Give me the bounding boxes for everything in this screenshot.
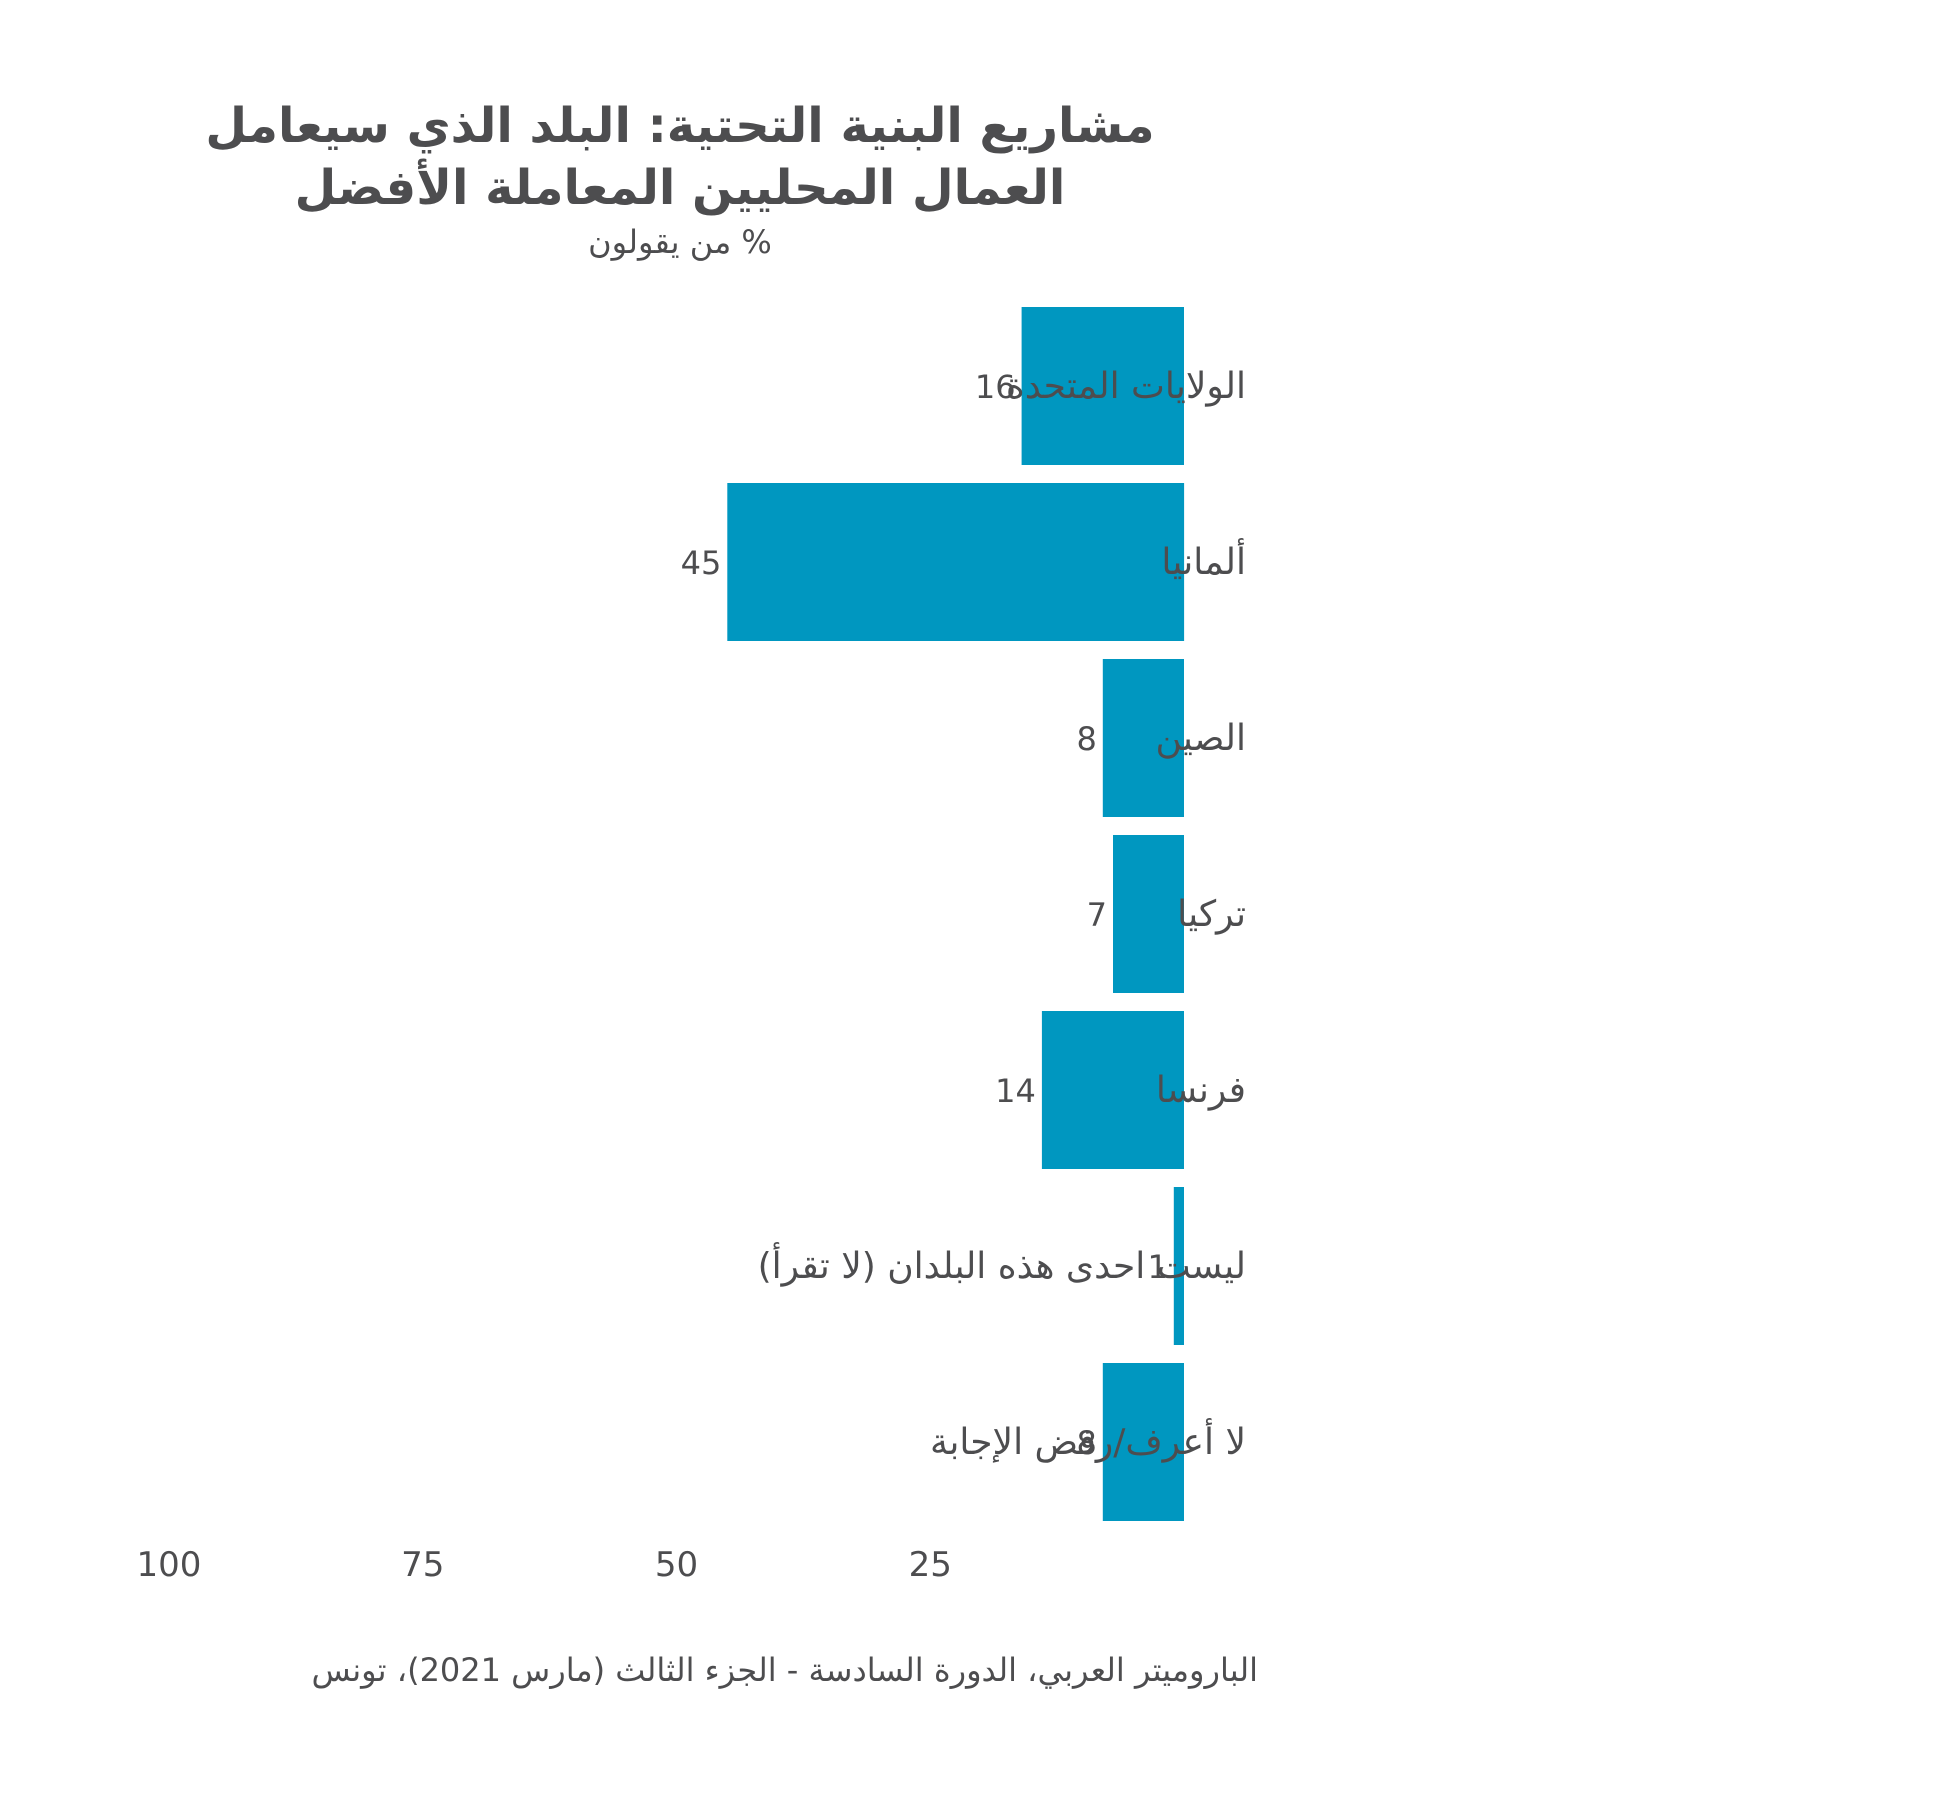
bars-group (727, 307, 1185, 1521)
category-label-row-6: ليست احدى هذه البلدان (لا تقرأ) (758, 1242, 1246, 1287)
category-label-row-5: فرنسا (1156, 1070, 1246, 1111)
category-label-row-7: لا أعرف/رفض الإجابة (930, 1418, 1246, 1463)
x-tick-75: 75 (401, 1545, 444, 1585)
bar-row-5 (1041, 1011, 1184, 1169)
value-labels-group: 16 45 8 7 14 1 8 (681, 368, 1168, 1462)
x-tick-100: 100 (137, 1545, 202, 1585)
bar-row-2 (727, 483, 1185, 641)
category-label-row-4: تركيا (1177, 894, 1246, 935)
x-axis-tick-labels: 100 75 50 25 (137, 1545, 952, 1585)
value-label-row-2: 45 (681, 544, 722, 582)
value-label-row-6: 1 (1147, 1248, 1167, 1286)
value-label-row-7: 8 (1076, 1424, 1096, 1462)
source-note: الباروميتر العربي، الدورة السادسة - الجز… (311, 1651, 1258, 1689)
bar-row-1 (1021, 307, 1184, 465)
x-tick-25: 25 (909, 1545, 952, 1585)
value-label-row-5: 14 (995, 1072, 1036, 1110)
value-label-row-3: 8 (1076, 720, 1096, 758)
bar-row-4 (1113, 835, 1184, 993)
category-label-row-2: ألمانيا (1161, 538, 1246, 583)
bar-row-3 (1102, 659, 1184, 817)
category-label-row-1: الولايات المتحدة (1006, 366, 1246, 407)
bar-row-7 (1102, 1363, 1184, 1521)
category-labels-group: الولايات المتحدة ألمانيا الصين تركيا فرنسا لي… (758, 366, 1246, 1463)
value-label-row-1: 16 (975, 368, 1016, 406)
chart-title-line-1: مشاريع البنية التحتية: البلد الذي سيعامل (205, 98, 1155, 154)
bar-row-6 (1173, 1187, 1184, 1345)
x-tick-50: 50 (655, 1545, 698, 1585)
chart-subtitle: % من يقولون (588, 223, 772, 261)
value-label-row-4: 7 (1087, 896, 1107, 934)
chart-title-line-2: العمال المحليين المعاملة الأفضل (294, 160, 1066, 216)
category-label-row-3: الصين (1156, 718, 1246, 759)
